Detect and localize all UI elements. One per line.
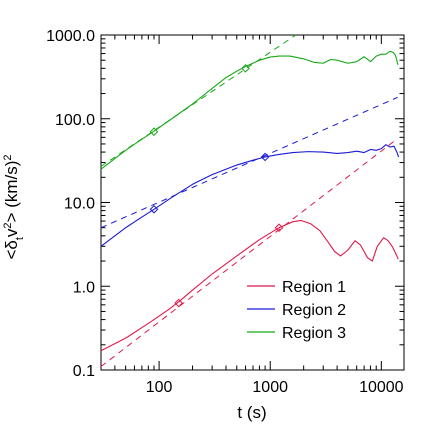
series-line <box>100 219 399 352</box>
y-axis-label-sup: 2 <box>2 222 14 228</box>
legend-label: Region 2 <box>282 302 346 319</box>
chart-legend: Region 1 Region 2 Region 3 <box>247 279 346 342</box>
y-axis-label-close: > (km/s) <box>2 161 21 223</box>
x-tick-label: 100 <box>146 379 173 396</box>
y-tick-label: 10.0 <box>64 196 95 213</box>
y-axis-label-sup2: 2 <box>2 154 14 160</box>
diamond-marker <box>149 204 159 214</box>
diamond-marker <box>174 298 183 308</box>
chart-axes <box>100 34 405 371</box>
y-tick-label: 100.0 <box>55 112 95 129</box>
legend-label: Region 3 <box>282 325 346 342</box>
fit-line <box>100 96 398 229</box>
y-axis-label-mid: v <box>2 228 21 237</box>
chart-ticks: 100 1000 10000 0.1 1.0 10.0 100.0 1000.0 <box>46 28 404 396</box>
plot-frame <box>100 34 405 371</box>
x-tick-label: 10000 <box>359 379 404 396</box>
legend-label: Region 1 <box>282 279 346 296</box>
fit-line <box>100 138 398 367</box>
chart-series <box>100 34 400 367</box>
y-axis-label-open: <δ <box>2 240 21 259</box>
series-region-2 <box>100 96 400 247</box>
y-tick-label: 1000.0 <box>46 28 95 45</box>
diamond-marker <box>241 64 250 73</box>
x-axis-label: t (s) <box>237 403 266 422</box>
series-region-1 <box>100 138 399 367</box>
diamond-marker <box>260 152 270 162</box>
series-line <box>100 144 400 247</box>
y-axis-label: <δtv2> (km/s)2 <box>2 154 26 259</box>
diamond-marker <box>274 223 284 233</box>
y-axis-label-sub: t <box>14 237 26 240</box>
y-tick-label: 0.1 <box>73 363 95 380</box>
y-tick-label: 1.0 <box>73 279 95 296</box>
x-tick-label: 1000 <box>252 379 288 396</box>
series-line <box>100 50 399 170</box>
diamond-marker <box>149 127 159 137</box>
series-region-3 <box>100 34 399 170</box>
